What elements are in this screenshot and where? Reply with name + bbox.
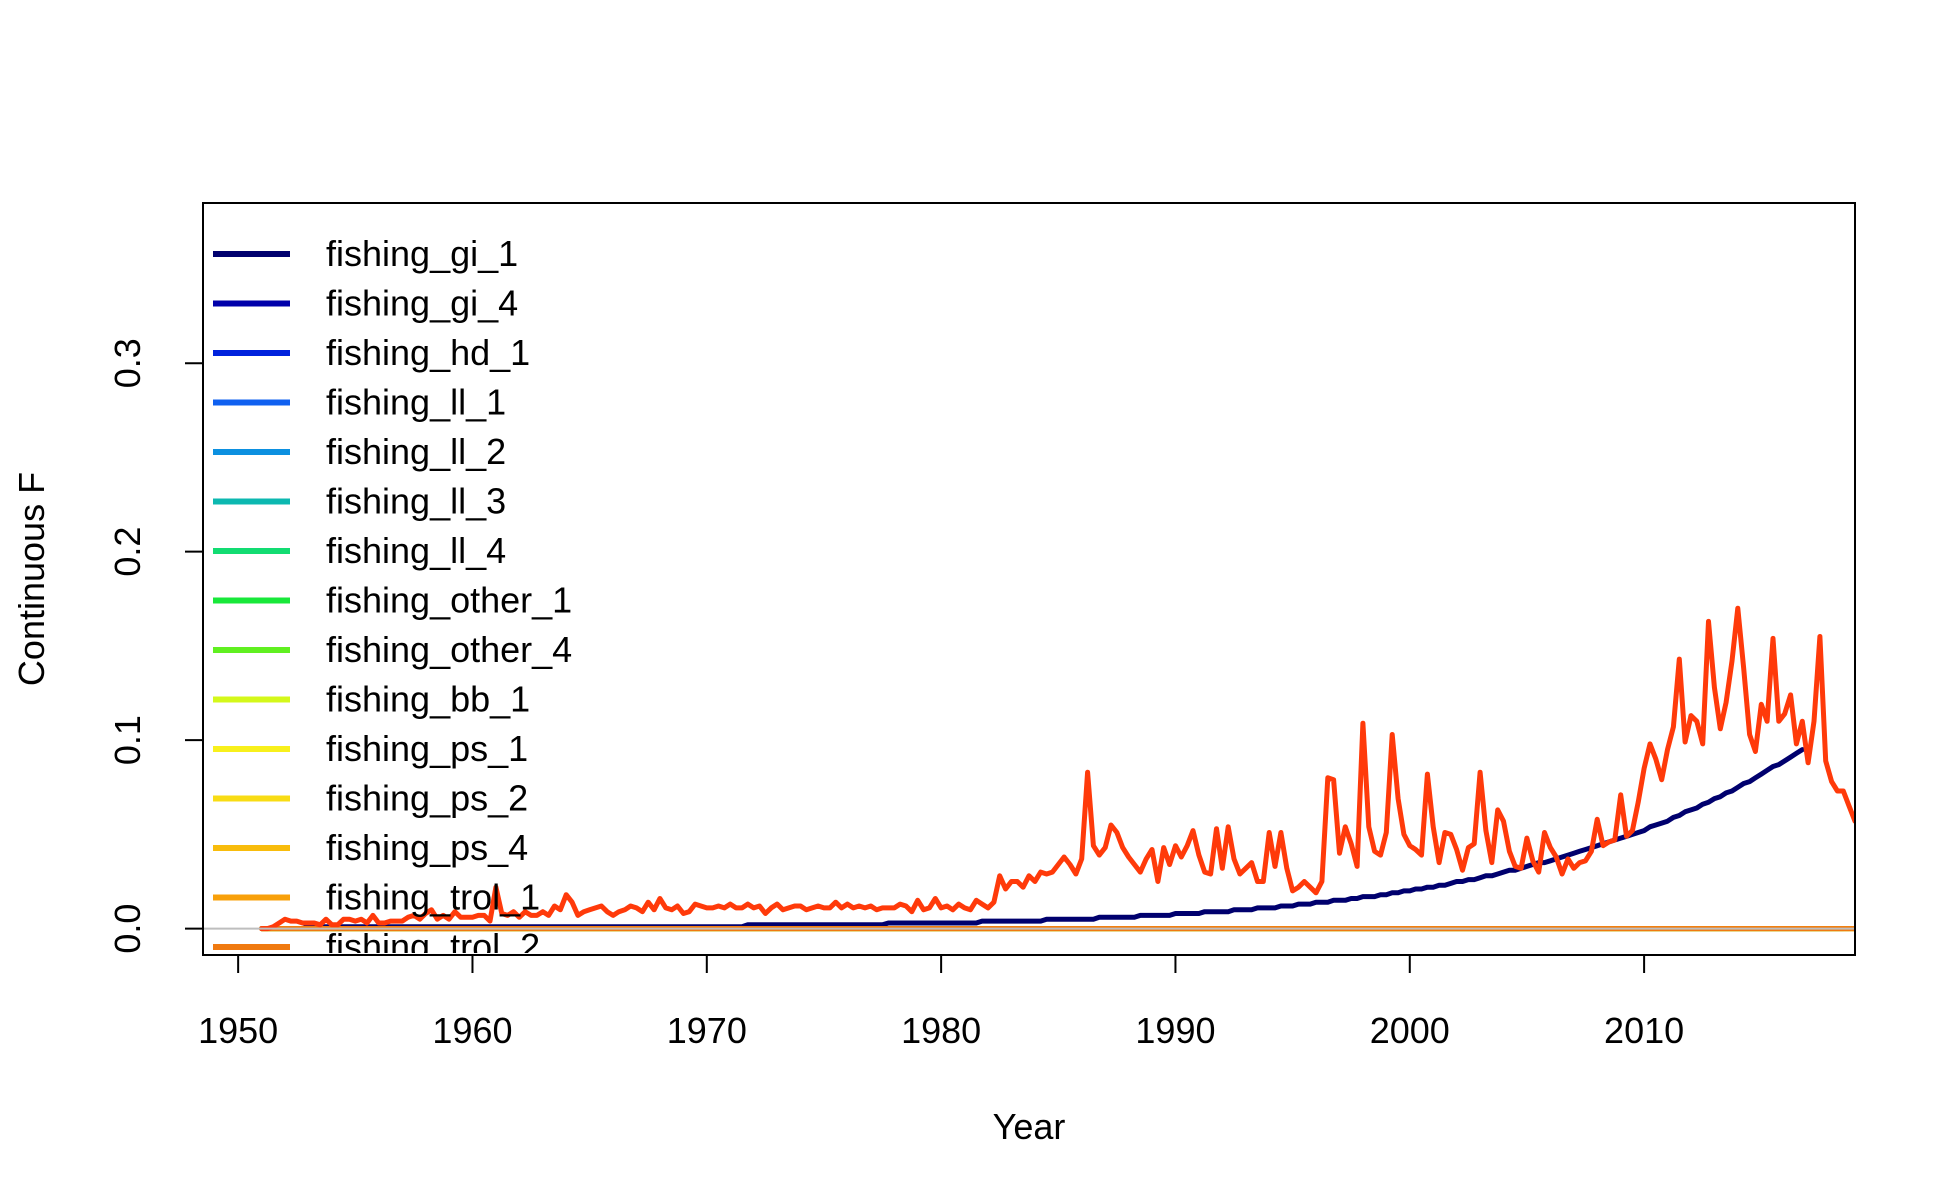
legend-item: fishing_trol_2 bbox=[213, 926, 540, 967]
legend-label: fishing_ps_4 bbox=[326, 827, 528, 868]
legend-item: fishing_ps_2 bbox=[213, 778, 528, 819]
y-axis: 0.0 0.1 0.2 0.3 bbox=[107, 338, 204, 954]
legend-label: fishing_other_4 bbox=[326, 629, 572, 670]
x-tick-label: 2000 bbox=[1370, 1010, 1450, 1051]
x-tick-label: 1980 bbox=[901, 1010, 981, 1051]
legend-label: fishing_trol_1 bbox=[326, 877, 540, 918]
x-axis-label: Year bbox=[993, 1106, 1066, 1147]
x-axis: 1950 1960 1970 1980 1990 2000 2010 bbox=[198, 954, 1684, 1051]
legend-label: fishing_hd_1 bbox=[326, 332, 530, 373]
legend-item: fishing_ll_4 bbox=[213, 530, 506, 571]
legend-label: fishing_gi_4 bbox=[326, 283, 518, 324]
legend-item: fishing_gi_4 bbox=[213, 283, 518, 324]
legend-item: fishing_ll_3 bbox=[213, 481, 506, 522]
legend-item: fishing_other_4 bbox=[213, 629, 572, 670]
legend: fishing_gi_1 fishing_gi_4 fishing_hd_1fish… bbox=[213, 233, 572, 967]
y-tick-label: 0.0 bbox=[107, 904, 148, 954]
legend-item: fishing_bb_1 bbox=[213, 679, 530, 720]
legend-label: fishing_bb_1 bbox=[326, 679, 530, 720]
legend-item: fishing_ll_1 bbox=[213, 382, 506, 423]
legend-label: fishing_ps_2 bbox=[326, 778, 528, 819]
y-tick-label: 0.3 bbox=[107, 338, 148, 388]
legend-label: fishing_ps_1 bbox=[326, 728, 528, 769]
legend-item: fishing_ll_2 bbox=[213, 431, 506, 472]
legend-label: fishing_ll_3 bbox=[326, 481, 506, 522]
series-line-series-16 bbox=[259, 605, 1855, 932]
x-tick-label: 1990 bbox=[1135, 1010, 1215, 1051]
legend-item: fishing_ps_1 bbox=[213, 728, 528, 769]
legend-label: fishing_other_1 bbox=[326, 580, 572, 621]
legend-item: fishing_hd_1 bbox=[213, 332, 530, 373]
legend-item: fishing_other_1 bbox=[213, 580, 572, 621]
x-tick-label: 1950 bbox=[198, 1010, 278, 1051]
y-tick-label: 0.1 bbox=[107, 715, 148, 765]
legend-label: fishing_trol_2 bbox=[326, 926, 540, 967]
legend-label: fishing_ll_2 bbox=[326, 431, 506, 472]
x-tick-label: 2010 bbox=[1604, 1010, 1684, 1051]
y-axis-label: Continuous F bbox=[11, 472, 52, 686]
legend-label: fishing_gi_1 bbox=[326, 233, 518, 274]
legend-item: fishing_gi_1 bbox=[213, 233, 518, 274]
legend-label: fishing_ll_1 bbox=[326, 382, 506, 423]
x-tick-label: 1960 bbox=[432, 1010, 512, 1051]
legend-label: fishing_ll_4 bbox=[326, 530, 506, 571]
legend-item: fishing_trol_1 bbox=[213, 877, 540, 918]
legend-item: fishing_ps_4 bbox=[213, 827, 528, 868]
x-tick-label: 1970 bbox=[667, 1010, 747, 1051]
y-tick-label: 0.2 bbox=[107, 527, 148, 577]
